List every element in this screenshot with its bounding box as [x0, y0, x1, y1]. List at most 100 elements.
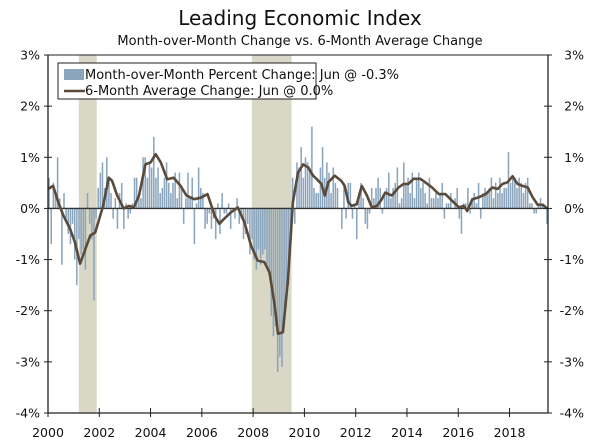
mom-bar — [270, 208, 273, 316]
mom-bar — [501, 193, 503, 209]
mom-bar — [445, 203, 448, 209]
mom-bar — [330, 193, 332, 209]
mom-bar — [268, 208, 270, 275]
mom-bar — [390, 198, 392, 209]
y-tick-label-right: 1% — [564, 150, 584, 165]
y-tick-label-right: -3% — [560, 354, 584, 369]
mom-bar — [133, 177, 136, 209]
mom-bar — [140, 198, 142, 209]
mom-bar — [61, 208, 63, 265]
mom-bar — [217, 203, 219, 209]
mom-bar — [417, 172, 420, 209]
mom-bar — [497, 193, 499, 209]
mom-bar — [526, 177, 529, 209]
mom-bar — [351, 208, 354, 219]
mom-bar — [492, 198, 495, 209]
mom-bar — [80, 208, 82, 255]
y-tick-label-left: 2% — [20, 99, 40, 114]
mom-bar — [469, 208, 471, 214]
mom-bar — [214, 208, 217, 240]
mom-bar — [407, 177, 409, 209]
mom-bar — [78, 208, 80, 240]
mom-bar — [227, 203, 230, 209]
x-tick-label: 2010 — [289, 425, 321, 440]
mom-bar — [522, 193, 525, 209]
mom-bar — [202, 193, 204, 209]
y-tick-label-right: 3% — [564, 48, 584, 63]
mom-bar — [494, 182, 497, 209]
mom-bar — [174, 172, 176, 209]
mom-bar — [473, 193, 476, 209]
mom-bar — [336, 187, 339, 209]
mom-bar — [283, 208, 285, 327]
mom-bar — [456, 187, 458, 209]
mom-bar — [249, 208, 251, 255]
mom-bar — [447, 203, 450, 209]
mom-bar — [368, 208, 371, 214]
mom-bar — [99, 172, 102, 209]
mom-bar — [56, 157, 59, 209]
x-tick-label: 2002 — [83, 425, 115, 440]
mom-bar — [274, 208, 277, 327]
mom-bar — [304, 157, 307, 209]
mom-bar — [516, 187, 518, 209]
mom-bar — [392, 187, 394, 209]
mom-bar — [266, 208, 268, 265]
mom-bar — [398, 203, 401, 209]
mom-bar — [180, 187, 183, 209]
mom-bar — [84, 208, 87, 270]
mom-bars — [48, 126, 548, 373]
mom-bar — [279, 208, 281, 357]
mom-bar — [193, 208, 196, 245]
y-tick-label-right: -1% — [560, 252, 584, 267]
mom-bar — [178, 172, 181, 209]
y-tick-label-right: 0% — [564, 201, 584, 216]
mom-bar — [97, 187, 99, 209]
mom-bar — [54, 193, 57, 209]
mom-bar — [236, 198, 238, 209]
y-tick-label-right: -2% — [560, 303, 584, 318]
y-tick-label-left: 3% — [20, 48, 40, 63]
x-tick-label: 2016 — [442, 425, 474, 440]
mom-bar — [385, 187, 388, 209]
legend-label-avg: 6-Month Average Change: Jun @ 0.0% — [85, 84, 333, 99]
mom-bar — [467, 187, 469, 209]
mom-bar — [195, 203, 198, 209]
y-tick-label-left: -3% — [16, 354, 40, 369]
mom-bar — [441, 182, 443, 209]
legend-box — [57, 62, 317, 100]
mom-bar — [403, 162, 405, 209]
mom-bar — [377, 177, 379, 209]
recession-shading — [78, 55, 292, 413]
mom-bar — [261, 208, 264, 255]
mom-bar — [63, 193, 65, 209]
x-tick-label: 2008 — [237, 425, 269, 440]
mom-bar — [381, 208, 384, 214]
mom-bar — [251, 208, 253, 240]
mom-bar — [65, 208, 67, 219]
mom-bar — [509, 182, 512, 209]
mom-bar — [129, 208, 132, 214]
mom-bar — [189, 198, 191, 209]
mom-bar — [311, 126, 313, 209]
mom-bar — [533, 208, 535, 214]
mom-bar — [229, 208, 232, 229]
mom-bar — [238, 208, 241, 224]
mom-bar — [159, 193, 161, 209]
mom-bar — [349, 182, 352, 209]
mom-bar — [52, 182, 55, 209]
y-tick-label-left: -2% — [16, 303, 40, 318]
mom-bar — [223, 208, 226, 214]
mom-bar — [86, 193, 89, 209]
mom-bar — [244, 208, 247, 234]
y-tick-label-left: -1% — [16, 252, 40, 267]
x-tick-label: 2000 — [32, 425, 64, 440]
mom-bar — [394, 182, 396, 209]
mom-bar — [439, 193, 441, 209]
mom-bar — [285, 208, 288, 306]
mom-bar — [210, 208, 213, 229]
mom-bar — [48, 177, 50, 209]
mom-bar — [345, 208, 347, 219]
mom-bar — [182, 208, 185, 224]
